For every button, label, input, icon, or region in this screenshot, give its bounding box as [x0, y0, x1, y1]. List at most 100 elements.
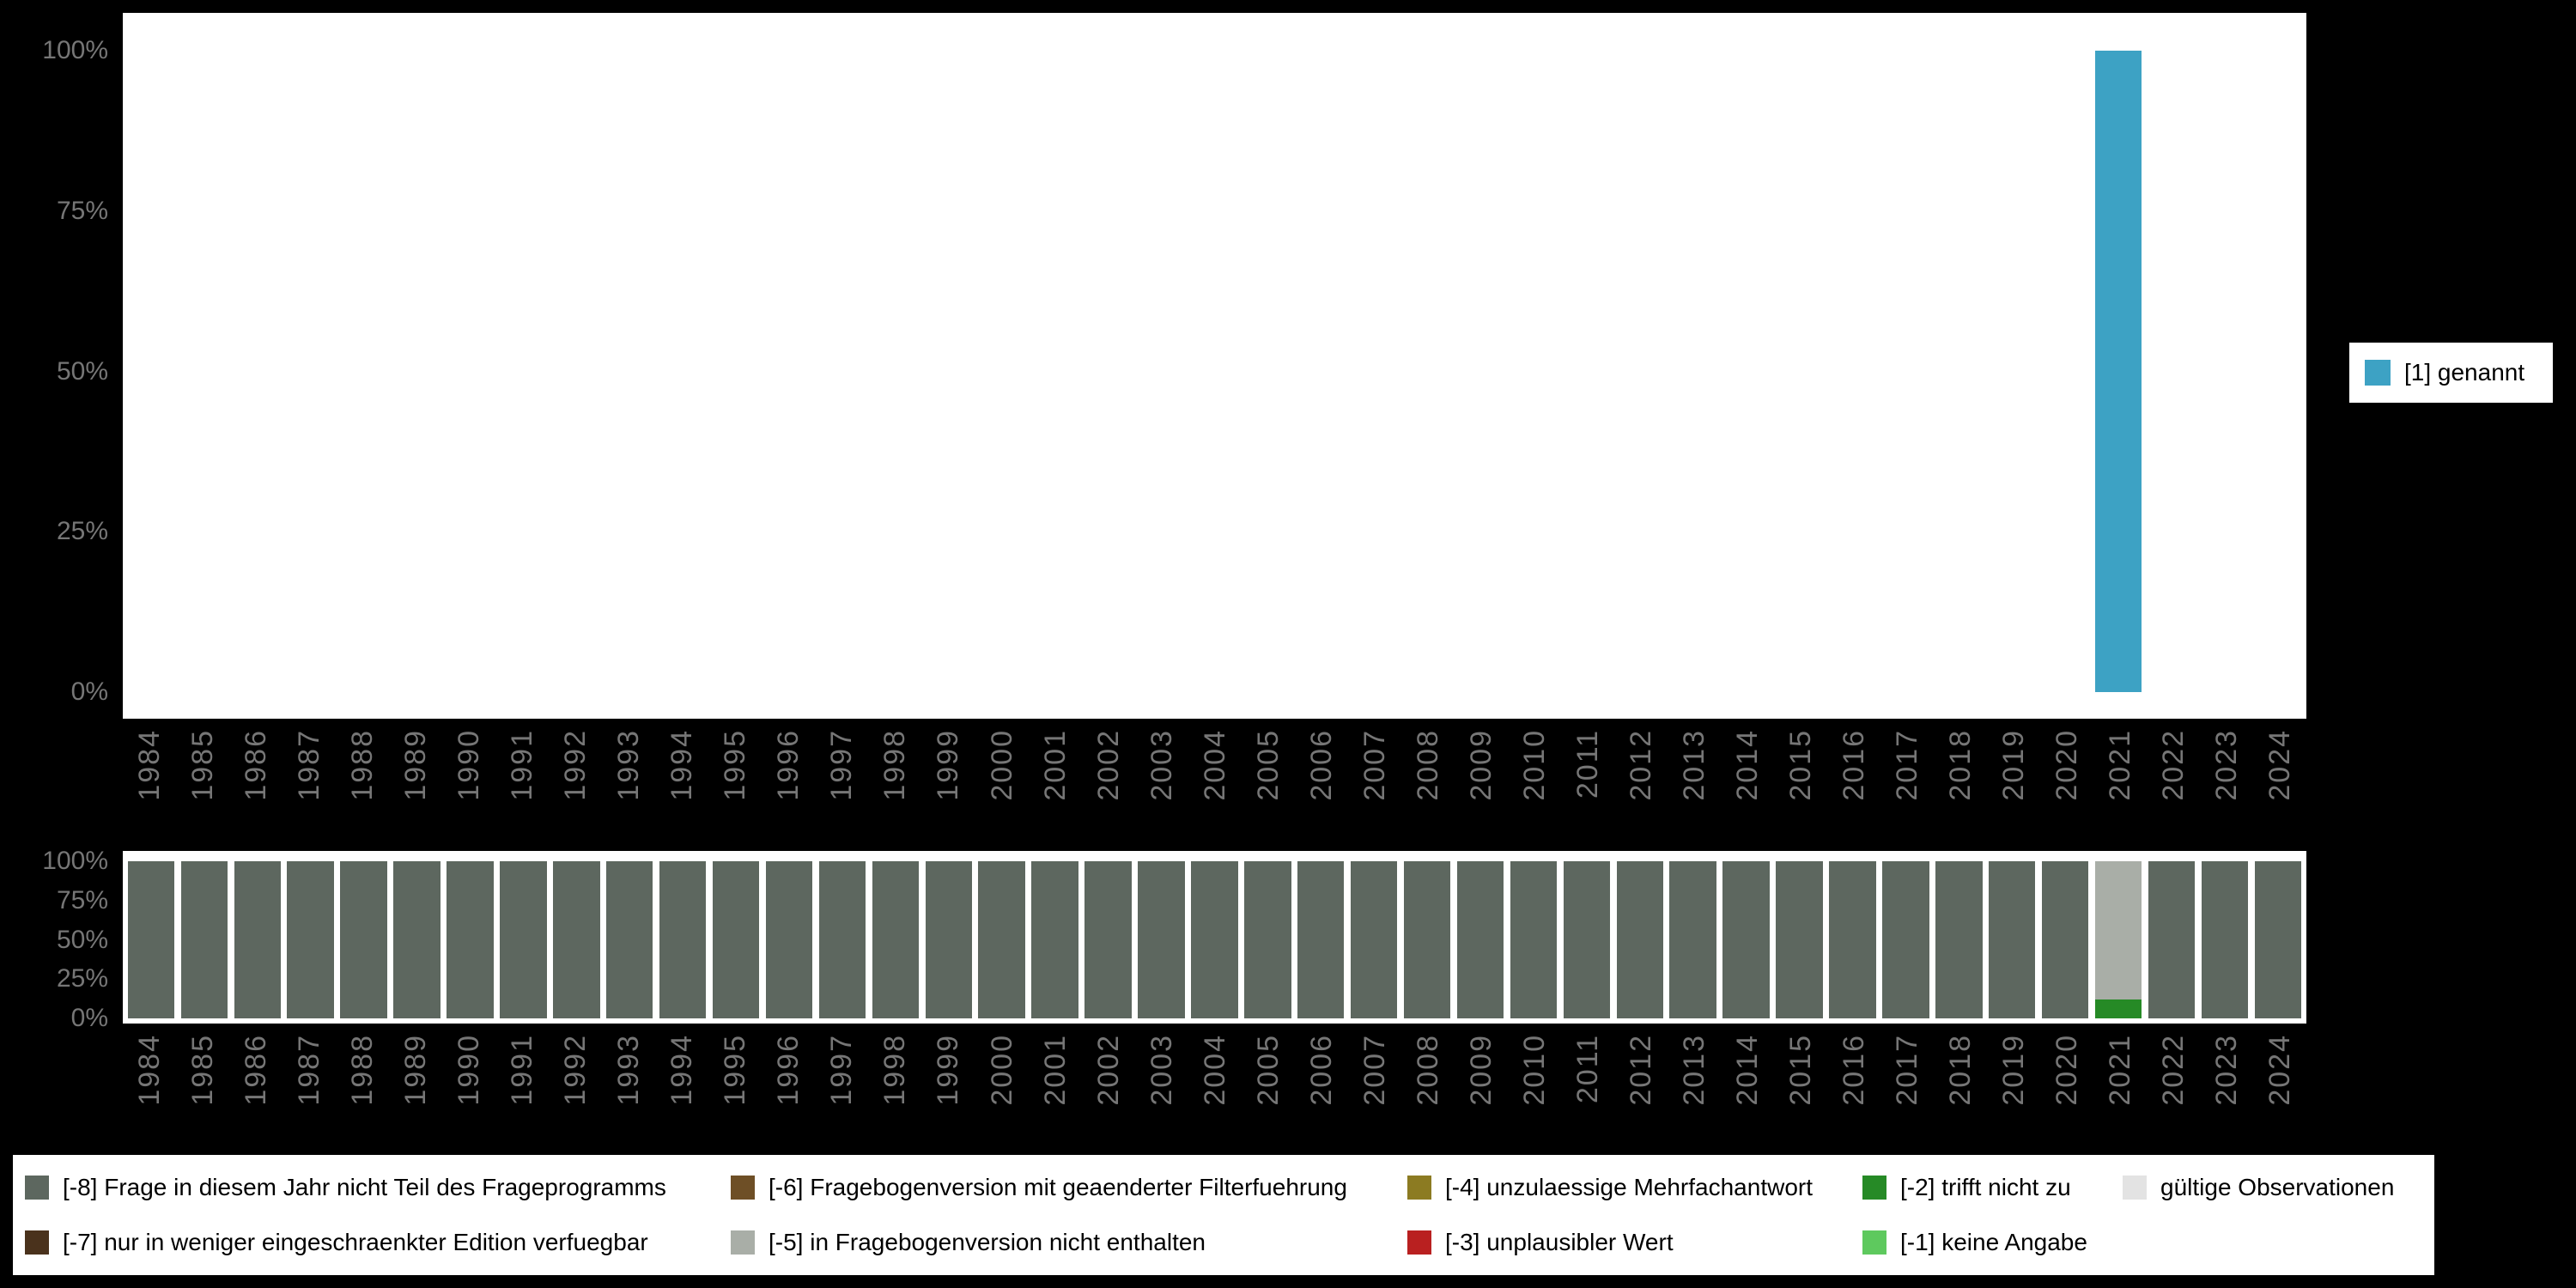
- bar-slot-2020: [2038, 861, 2092, 1018]
- bar-2008: [1403, 861, 1451, 1018]
- bar-2010: [1510, 861, 1558, 1018]
- x-axis-tick-2011: 2011: [1561, 1034, 1614, 1150]
- bar-segment: [1138, 861, 1185, 1018]
- bar-1995: [712, 861, 760, 1018]
- bar-segment: [180, 861, 228, 1018]
- legend-right: [1] genannt: [2349, 343, 2553, 403]
- legend-item: [-6] Fragebogenversion mit geaenderter F…: [731, 1174, 1407, 1201]
- bar-1997: [818, 861, 866, 1018]
- bar-slot-2022: [2145, 51, 2198, 692]
- x-axis-tick-label: 1999: [932, 1034, 965, 1106]
- x-axis-tick-label: 2022: [2157, 729, 2190, 801]
- x-axis-tick-1987: 1987: [283, 729, 336, 845]
- bar-segment: [872, 861, 920, 1018]
- x-axis-tick-label: 1986: [240, 1034, 273, 1106]
- x-axis-tick-label: 2015: [1783, 1034, 1817, 1106]
- bar-slot-1993: [603, 51, 656, 692]
- bar-2003: [1138, 861, 1185, 1018]
- x-axis-tick-2014: 2014: [1721, 729, 1774, 845]
- x-axis-tick-1998: 1998: [868, 1034, 921, 1150]
- bar-slot-2008: [1400, 51, 1454, 692]
- x-axis-tick-2009: 2009: [1455, 1034, 1508, 1150]
- bar-2017: [1882, 51, 1929, 692]
- x-axis-tick-1990: 1990: [442, 1034, 495, 1150]
- x-axis-tick-2015: 2015: [1774, 729, 1827, 845]
- bar-1988: [340, 861, 387, 1018]
- bar-slot-1990: [444, 51, 497, 692]
- bar-slot-1994: [656, 51, 709, 692]
- x-axis-tick-1991: 1991: [495, 729, 549, 845]
- bar-1994: [659, 51, 706, 692]
- bar-slot-1992: [550, 861, 603, 1018]
- x-axis-tick-1997: 1997: [815, 1034, 868, 1150]
- x-axis-tick-2001: 2001: [1029, 1034, 1082, 1150]
- bar-1986: [234, 51, 281, 692]
- bar-1990: [447, 51, 493, 692]
- x-axis-tick-label: 2003: [1145, 729, 1178, 801]
- x-axis-tick-2010: 2010: [1508, 1034, 1561, 1150]
- bar-slot-2014: [1720, 51, 1773, 692]
- x-axis-tick-2003: 2003: [1135, 729, 1188, 845]
- x-axis-tick-label: 1997: [825, 1034, 859, 1106]
- x-axis-tick-label: 1985: [186, 1034, 220, 1106]
- bar-slot-1995: [709, 51, 762, 692]
- x-axis-tick-2007: 2007: [1348, 729, 1401, 845]
- y-axis-tick-label: 0%: [70, 1004, 108, 1032]
- bar-1997: [819, 51, 866, 692]
- legend-item: [-8] Frage in diesem Jahr nicht Teil des…: [25, 1174, 731, 1201]
- top-chart-y-axis: 100% 75% 50% 25% 0%: [0, 38, 115, 705]
- x-axis-tick-label: 2024: [2263, 1034, 2297, 1106]
- x-axis-tick-1990: 1990: [442, 729, 495, 845]
- bar-slot-2017: [1879, 51, 1932, 692]
- x-axis-tick-2011: 2011: [1561, 729, 1614, 845]
- x-axis-tick-label: 2006: [1304, 729, 1338, 801]
- x-axis-tick-2022: 2022: [2147, 729, 2200, 845]
- x-axis-tick-1995: 1995: [708, 729, 762, 845]
- x-axis-tick-label: 1999: [932, 729, 965, 801]
- x-axis-tick-1989: 1989: [389, 1034, 442, 1150]
- bar-segment: [1191, 861, 1238, 1018]
- bar-2010: [1510, 51, 1557, 692]
- legend-missing-codes: [-8] Frage in diesem Jahr nicht Teil des…: [13, 1155, 2434, 1275]
- y-axis-tick-label: 75%: [56, 885, 108, 914]
- x-axis-tick-2006: 2006: [1295, 1034, 1348, 1150]
- x-axis-tick-label: 2004: [1198, 729, 1231, 801]
- bar-1996: [766, 51, 812, 692]
- bar-segment: [818, 861, 866, 1018]
- bar-2001: [1031, 861, 1078, 1018]
- bar-slot-2017: [1879, 861, 1932, 1018]
- bar-slot-2023: [2198, 51, 2251, 692]
- bar-1984: [128, 51, 174, 692]
- bottom-chart-panel: [123, 851, 2306, 1024]
- bar-slot-2003: [1135, 51, 1188, 692]
- bar-segment: [1031, 861, 1078, 1018]
- bar-2002: [1084, 861, 1132, 1018]
- x-axis-tick-2012: 2012: [1614, 1034, 1668, 1150]
- bar-slot-2015: [1773, 861, 1826, 1018]
- legend-right-swatch: [2365, 360, 2391, 386]
- x-axis-tick-2017: 2017: [1880, 729, 1934, 845]
- legend-item: gültige Observationen: [2123, 1174, 2434, 1201]
- top-chart-plot-area: [125, 51, 2305, 692]
- x-axis-tick-2018: 2018: [1934, 729, 1987, 845]
- legend-item: [-5] in Fragebogenversion nicht enthalte…: [731, 1229, 1407, 1256]
- bar-slot-2006: [1294, 51, 1347, 692]
- x-axis-tick-2012: 2012: [1614, 729, 1668, 845]
- bar-2016: [1829, 51, 1875, 692]
- bar-slot-2001: [1029, 51, 1082, 692]
- bar-segment: [1244, 861, 1291, 1018]
- x-axis-tick-label: 2010: [1517, 729, 1551, 801]
- bar-slot-2023: [2198, 861, 2251, 1018]
- bar-2018: [1935, 861, 1983, 1018]
- x-axis-tick-1984: 1984: [123, 1034, 176, 1150]
- bar-1991: [500, 51, 546, 692]
- x-axis-tick-label: 2020: [2050, 1034, 2084, 1106]
- x-axis-tick-1988: 1988: [336, 729, 389, 845]
- legend-item-label: [-3] unplausibler Wert: [1445, 1229, 1674, 1255]
- bar-2009: [1457, 51, 1504, 692]
- x-axis-tick-label: 1986: [240, 729, 273, 801]
- bar-slot-1989: [391, 861, 444, 1018]
- x-axis-tick-label: 1984: [133, 729, 167, 801]
- x-axis-tick-label: 2001: [1038, 1034, 1072, 1106]
- bar-2004: [1191, 861, 1238, 1018]
